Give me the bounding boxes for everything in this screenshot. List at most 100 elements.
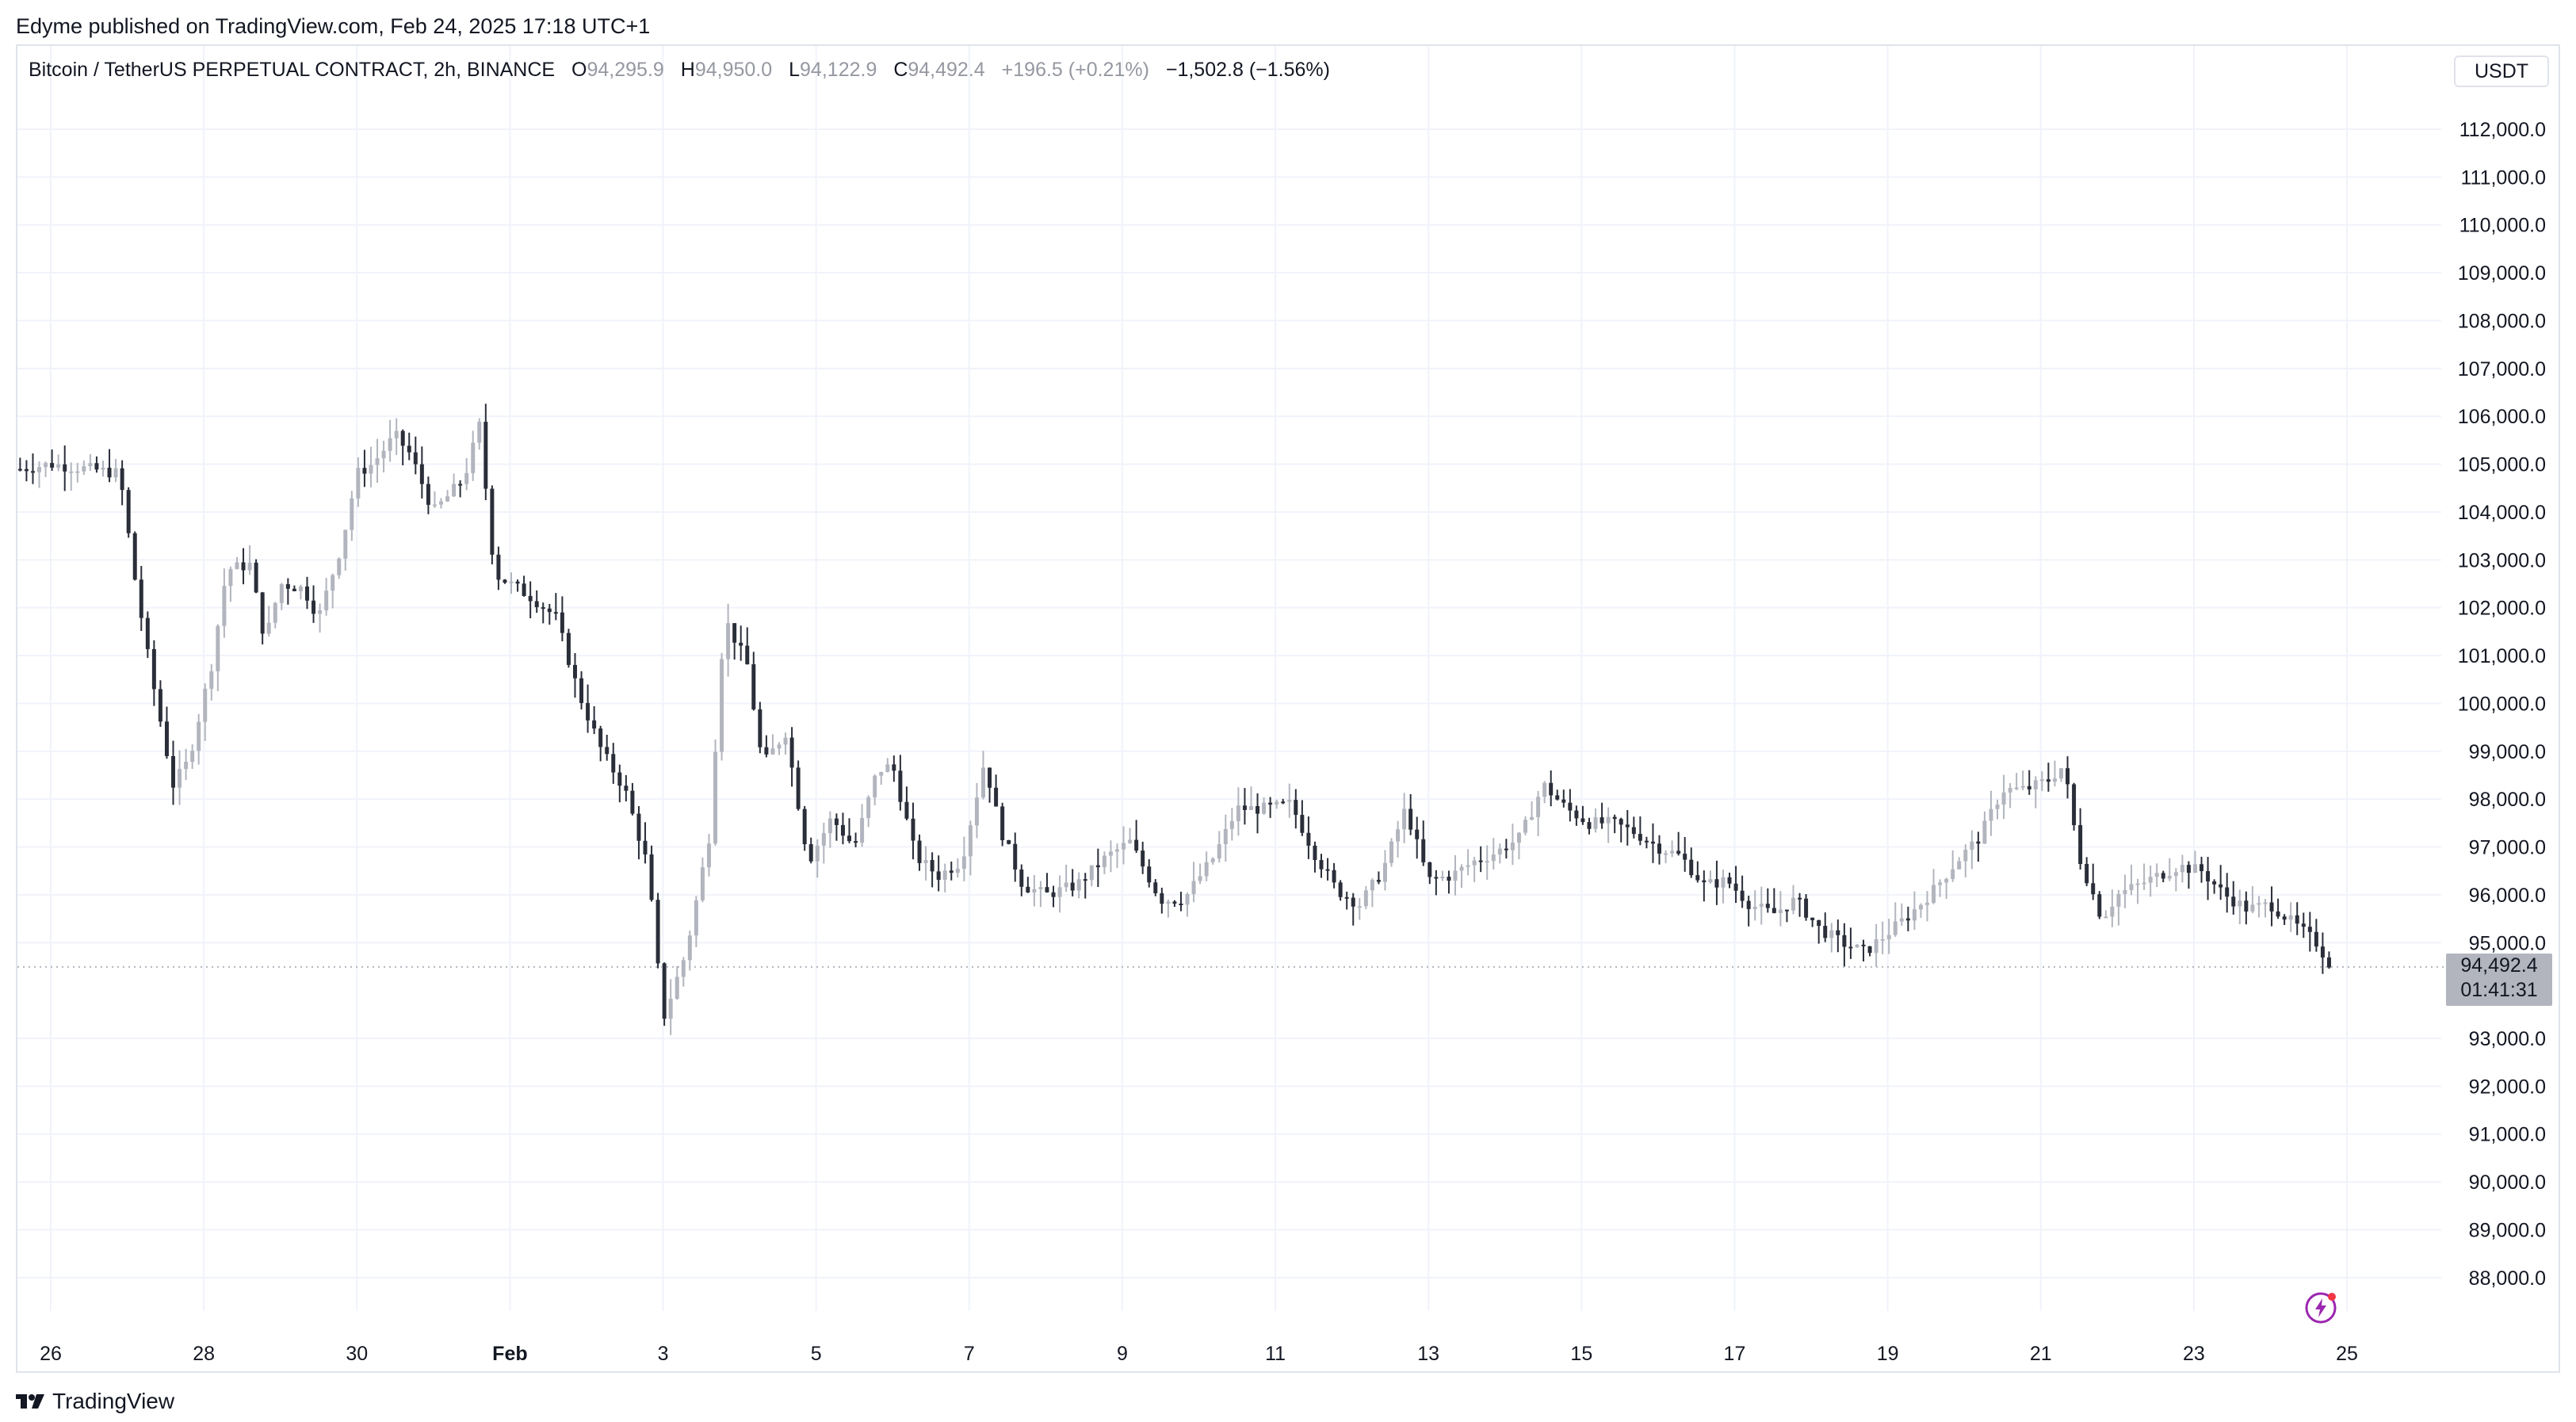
- candle: [1957, 857, 1962, 870]
- candle: [936, 855, 941, 892]
- y-tick-label: 91,000.0: [2469, 1124, 2546, 1146]
- candle: [2052, 760, 2057, 787]
- candle-body: [1561, 799, 1566, 803]
- flash-icon[interactable]: [2303, 1290, 2338, 1325]
- candle: [1918, 903, 1923, 918]
- candle: [1848, 927, 1853, 959]
- candle-body: [732, 623, 737, 643]
- currency-button[interactable]: USDT: [2454, 55, 2549, 87]
- candle: [2238, 889, 2242, 925]
- candle-body: [827, 818, 832, 834]
- candle: [375, 438, 380, 484]
- candle-body: [1523, 820, 1528, 833]
- candle: [2039, 770, 2044, 791]
- candle: [260, 591, 265, 645]
- candle: [1007, 839, 1011, 845]
- candle-body: [1032, 889, 1037, 893]
- candle-body: [1172, 901, 1177, 904]
- candle-body: [2276, 911, 2280, 917]
- candle: [1644, 836, 1649, 849]
- candle: [879, 771, 884, 786]
- candle: [1951, 850, 1955, 882]
- candle-body: [1836, 930, 1840, 935]
- candle-body: [598, 728, 603, 747]
- candle: [1995, 799, 2000, 820]
- candle-body: [209, 671, 214, 689]
- legend-symbol[interactable]: Bitcoin / TetherUS PERPETUAL CONTRACT, 2…: [29, 59, 556, 81]
- candle-body: [2263, 902, 2268, 904]
- candle: [2020, 770, 2025, 791]
- candle: [2314, 919, 2318, 952]
- candle: [2046, 763, 2050, 792]
- candle: [222, 568, 227, 638]
- candle: [2192, 851, 2197, 873]
- candle-body: [388, 438, 392, 451]
- candle: [298, 584, 303, 600]
- candle: [534, 590, 539, 614]
- candle-body: [1128, 839, 1133, 843]
- candle: [1459, 864, 1464, 889]
- x-tick-label: 25: [2336, 1343, 2358, 1365]
- candle-body: [2104, 916, 2108, 919]
- candle-body: [2192, 864, 2197, 873]
- x-tick-label: 23: [2183, 1343, 2205, 1365]
- candle-body: [2142, 882, 2146, 885]
- candle: [171, 740, 176, 805]
- candle: [566, 629, 571, 668]
- candle-body: [879, 771, 884, 776]
- tradingview-brand[interactable]: TradingView: [16, 1389, 174, 1414]
- y-tick-label: 89,000.0: [2469, 1219, 2546, 1241]
- candle-body: [419, 464, 424, 484]
- candle: [1382, 850, 1387, 891]
- candle-body: [834, 818, 839, 825]
- candle: [37, 461, 42, 488]
- candle: [63, 445, 67, 491]
- candle: [732, 623, 737, 660]
- candle: [1676, 831, 1681, 856]
- candle: [1829, 923, 1834, 953]
- candle-body: [898, 770, 903, 802]
- candle: [2142, 863, 2146, 890]
- candle-body: [94, 463, 99, 470]
- candle: [547, 603, 552, 625]
- candle: [266, 606, 271, 637]
- candle: [1248, 786, 1253, 810]
- candle-body: [624, 786, 629, 791]
- candle-body: [1970, 841, 1974, 851]
- candle: [305, 576, 309, 610]
- candle-body: [107, 468, 112, 478]
- candle: [30, 453, 35, 484]
- candle-body: [694, 900, 698, 936]
- candle: [107, 449, 112, 483]
- candle: [1944, 877, 1949, 900]
- candle-body: [1038, 887, 1043, 889]
- candle: [1791, 885, 1795, 915]
- candle: [235, 556, 239, 570]
- candle: [1752, 890, 1757, 921]
- candle-body: [1019, 869, 1024, 887]
- candle-body: [994, 787, 999, 807]
- candle: [228, 566, 233, 602]
- candle: [1172, 900, 1177, 908]
- candle: [1619, 817, 1623, 843]
- candle-body: [151, 648, 156, 690]
- candle-body: [164, 721, 169, 756]
- candle-body: [1918, 904, 1923, 910]
- y-tick-label: 107,000.0: [2458, 358, 2546, 380]
- candle-body: [745, 645, 750, 665]
- candle: [1191, 862, 1196, 903]
- candle-body: [1210, 858, 1215, 862]
- candle-body: [1122, 843, 1126, 850]
- candle: [503, 579, 507, 584]
- candle: [1338, 880, 1343, 901]
- candle: [1695, 861, 1700, 883]
- candle-body: [2212, 881, 2217, 885]
- candle-body: [2116, 893, 2121, 907]
- y-tick-label: 108,000.0: [2458, 310, 2546, 332]
- candle-body: [1798, 897, 1802, 900]
- candle: [1332, 862, 1336, 889]
- candle: [1389, 838, 1394, 867]
- candle-body: [63, 464, 67, 472]
- candle: [815, 839, 820, 878]
